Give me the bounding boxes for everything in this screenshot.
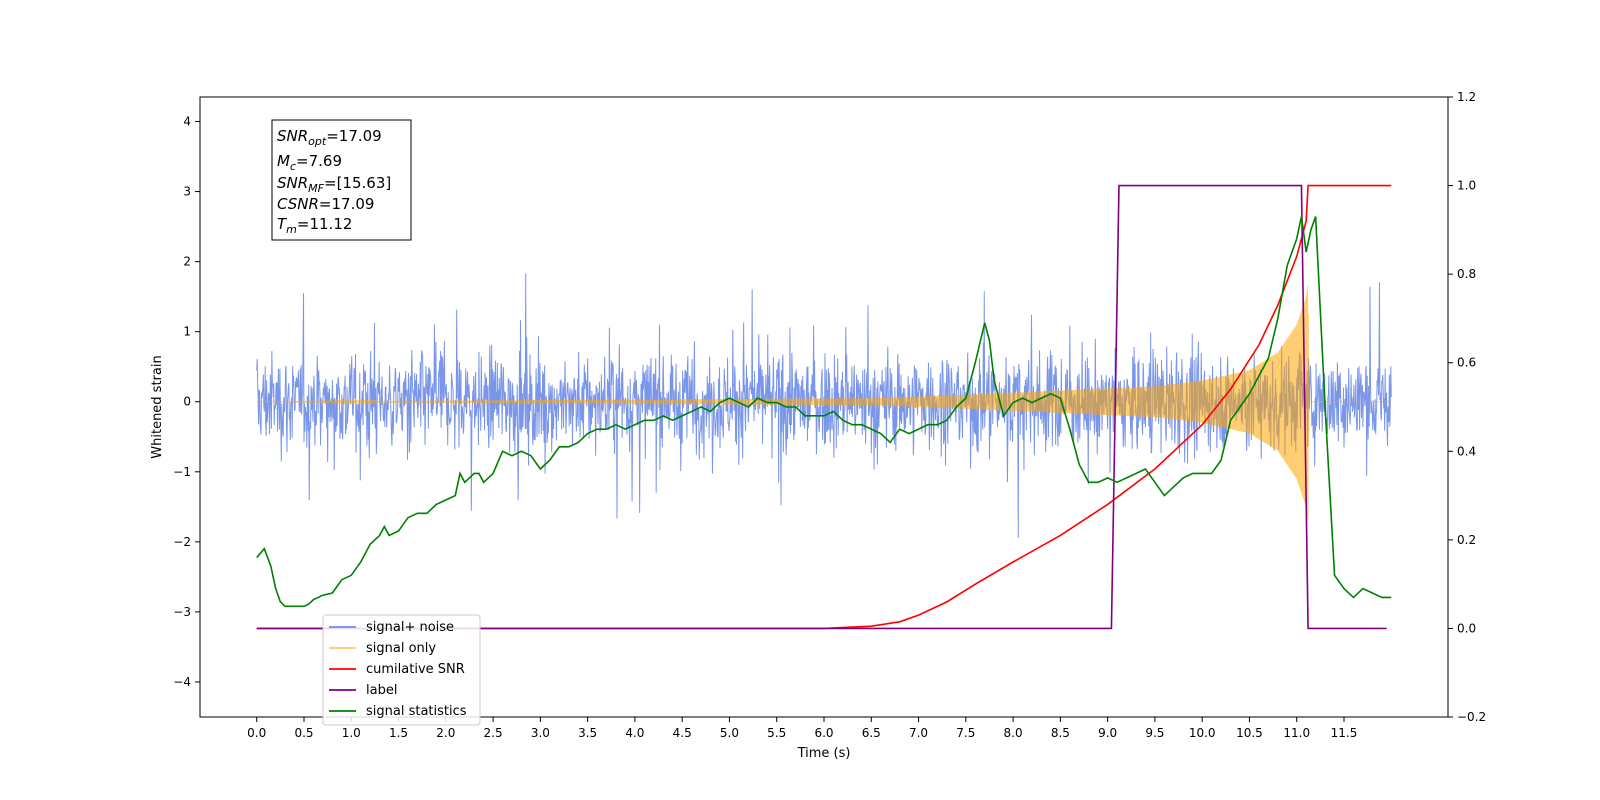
y-right-tick-label: 0.2 <box>1457 533 1476 547</box>
y-tick-label: −1 <box>173 465 191 479</box>
x-tick-label: 2.5 <box>484 726 503 740</box>
x-tick-label: 3.0 <box>531 726 550 740</box>
legend-label: signal only <box>366 641 436 656</box>
y-axis-left: 4 3 2 1 0 −1 −2 −3 −4 <box>173 115 200 689</box>
y-right-tick-label: 0.0 <box>1457 621 1476 635</box>
y-tick-label: 4 <box>183 115 191 129</box>
x-axis: 0.0 0.5 1.0 1.5 2.0 2.5 3.0 3.5 4.0 4.5 5.0 5.5 6.0 6… <box>247 717 1357 740</box>
annotation-line: Mc=7.69 <box>277 152 342 173</box>
legend-label: signal statistics <box>366 704 467 719</box>
x-tick-label: 6.0 <box>814 726 833 740</box>
x-tick-label: 10.0 <box>1189 726 1216 740</box>
x-tick-label: 7.5 <box>956 726 975 740</box>
x-axis-label: Time (s) <box>797 746 851 761</box>
y-tick-label: −3 <box>173 605 191 619</box>
annotation-box: SNRopt=17.09 Mc=7.69SNRMF=[15.63]CSNR=17.… <box>271 119 412 241</box>
x-tick-label: 2.0 <box>436 726 455 740</box>
y-right-tick-label: 0.8 <box>1457 267 1476 281</box>
annotation-frame <box>271 119 412 241</box>
x-tick-label: 8.5 <box>1051 726 1070 740</box>
y-axis-label: Whitened strain <box>150 355 165 458</box>
x-tick-label: 11.5 <box>1331 726 1358 740</box>
y-tick-label: −4 <box>173 675 191 689</box>
y-tick-label: 2 <box>183 255 191 269</box>
x-tick-label: 11.0 <box>1283 726 1310 740</box>
legend-frame <box>322 614 481 726</box>
y-right-tick-label: −0.2 <box>1457 710 1486 724</box>
legend: signal+ noise signal only cumilative SNR la… <box>322 614 481 726</box>
x-tick-label: 5.0 <box>720 726 739 740</box>
x-tick-label: 6.5 <box>862 726 881 740</box>
y-right-tick-label: 1.0 <box>1457 179 1476 193</box>
y-tick-label: −2 <box>173 535 191 549</box>
series-label <box>256 184 1387 630</box>
x-tick-label: 1.5 <box>389 726 408 740</box>
series-signal-only <box>256 286 1392 521</box>
x-tick-label: 7.0 <box>909 726 928 740</box>
series-signal-statistics <box>256 216 1392 608</box>
annotation-line: Tm=11.12 <box>277 215 352 236</box>
x-tick-label: 9.5 <box>1145 726 1164 740</box>
legend-items: signal+ noise signal only cumilative SNR la… <box>329 620 467 719</box>
annotation-text: SNRopt=17.09 Mc=7.69SNRMF=[15.63]CSNR=17.… <box>277 127 391 236</box>
annotation-line: CSNR=17.09 <box>277 195 374 213</box>
x-tick-label: 9.0 <box>1098 726 1117 740</box>
legend-label: signal+ noise <box>366 620 454 635</box>
x-tick-label: 4.5 <box>673 726 692 740</box>
y-tick-label: 1 <box>183 325 191 339</box>
x-tick-label: 4.0 <box>625 726 644 740</box>
annotation-line: SNRopt=17.09 <box>277 127 382 148</box>
x-tick-label: 0.5 <box>294 726 313 740</box>
y-right-tick-label: 0.4 <box>1457 444 1476 458</box>
x-tick-label: 3.5 <box>578 726 597 740</box>
legend-label: cumilative SNR <box>366 662 465 677</box>
y-axis-right: 1.2 1.0 0.8 0.6 0.4 0.2 0.0 −0.2 <box>1448 90 1486 724</box>
y-right-tick-label: 0.6 <box>1457 356 1476 370</box>
y-right-tick-label: 1.2 <box>1457 90 1476 104</box>
x-tick-label: 5.5 <box>767 726 786 740</box>
y-tick-label: 0 <box>183 395 191 409</box>
legend-label: label <box>366 683 397 698</box>
plot-area <box>256 184 1392 630</box>
x-tick-label: 10.5 <box>1236 726 1263 740</box>
x-tick-label: 0.0 <box>247 726 266 740</box>
x-tick-label: 1.0 <box>342 726 361 740</box>
y-tick-label: 3 <box>183 185 191 199</box>
series-cumulative-snr <box>256 184 1392 630</box>
annotation-line: SNRMF=[15.63] <box>277 174 391 195</box>
x-tick-label: 8.0 <box>1004 726 1023 740</box>
